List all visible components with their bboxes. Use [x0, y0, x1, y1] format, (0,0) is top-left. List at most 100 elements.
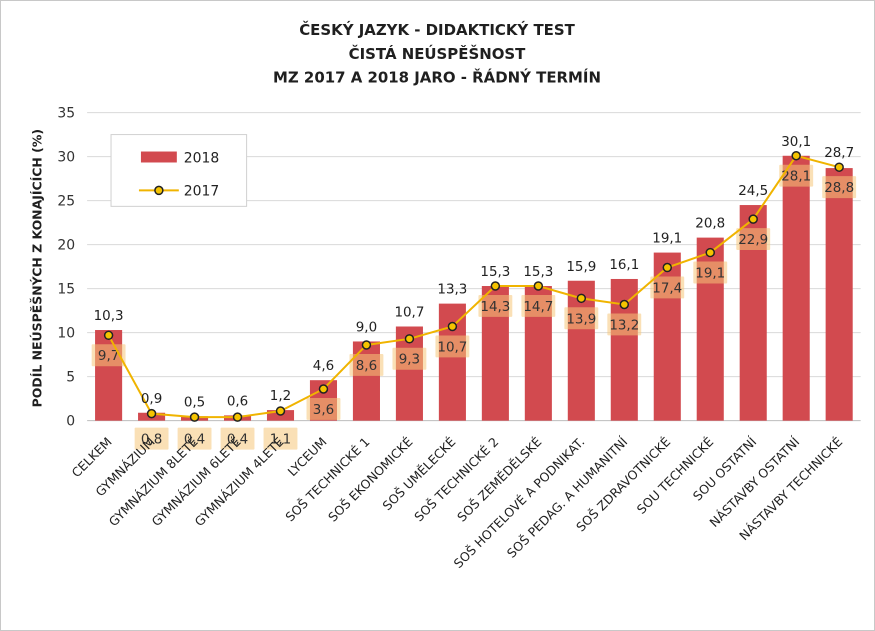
- label-2017: 3,6: [313, 403, 334, 418]
- y-tick-label: 30: [57, 150, 75, 166]
- label-2017: 28,1: [781, 170, 811, 185]
- legend-2018-label: 2018: [184, 150, 219, 166]
- marker-2017: [576, 293, 587, 304]
- label-2017: 13,9: [566, 312, 596, 327]
- label-2018: 10,7: [394, 306, 424, 321]
- marker-2017: [189, 412, 200, 422]
- label-2017: 9,7: [98, 349, 119, 364]
- marker-2017: [619, 299, 630, 310]
- label-2017-badge: [564, 307, 599, 330]
- marker-2017: [318, 384, 329, 394]
- marker-2017: [490, 281, 501, 291]
- label-2017-badge: [822, 176, 857, 199]
- y-tick-label: 0: [66, 414, 75, 430]
- legend-2017-marker: [154, 185, 164, 196]
- label-2018: 10,3: [94, 309, 124, 324]
- line-2017: [107, 154, 840, 419]
- label-2018: 15,3: [480, 265, 510, 280]
- marker-2017: [447, 321, 458, 332]
- label-2017-badge: [693, 261, 728, 284]
- y-axis-ticks: 0 5 10 15 20 25 30 35: [57, 106, 75, 430]
- bar-2018: [95, 330, 123, 421]
- label-2018: 4,6: [313, 359, 334, 374]
- label-2018: 28,7: [824, 146, 854, 161]
- y-tick-label: 20: [57, 238, 75, 254]
- marker-2017: [705, 247, 715, 258]
- label-2017-badge: [177, 427, 212, 450]
- label-2018: 15,3: [523, 265, 553, 280]
- marker-2017: [834, 162, 844, 172]
- label-2017-badge: [349, 353, 384, 376]
- bar-2018: [567, 280, 595, 421]
- label-2018: 1,2: [270, 389, 291, 404]
- legend-box: [110, 134, 248, 207]
- label-2018: 16,1: [609, 258, 639, 273]
- label-2017: 22,9: [738, 233, 768, 248]
- label-2017: 1,1: [270, 433, 291, 448]
- bar-2018: [438, 303, 466, 421]
- label-2017-badge: [650, 276, 685, 299]
- label-2017: 14,3: [480, 300, 510, 315]
- label-2017: 0,4: [184, 433, 205, 448]
- label-2018: 20,8: [695, 217, 725, 232]
- label-2017-badge: [736, 228, 771, 251]
- label-2017: 19,1: [695, 266, 725, 281]
- y-tick-label: 35: [57, 106, 75, 122]
- marker-2017: [232, 412, 243, 422]
- label-2017-badge: [521, 294, 556, 317]
- label-2018: 15,9: [566, 260, 596, 275]
- x-category-label: SOŠ UMĚLECKÉ: [379, 434, 458, 513]
- label-2018: 9,0: [356, 320, 377, 335]
- bar-2018: [782, 155, 810, 421]
- label-2018: 30,1: [781, 135, 811, 150]
- marker-2017: [361, 340, 372, 350]
- label-2017: 17,4: [652, 281, 682, 296]
- label-2017-badge: [392, 347, 427, 370]
- label-2017-badge: [263, 427, 298, 450]
- labels-2018: 10,3 0,9 0,5 0,6 1,2 4,6 9,0 10,7 13,3 15,3 15,3 15…: [94, 135, 854, 410]
- label-2017: 10,7: [437, 340, 467, 355]
- markers-2017: [103, 151, 844, 422]
- label-2018: 0,6: [227, 394, 248, 409]
- label-2018: 19,1: [652, 232, 682, 247]
- label-2017-badge: [435, 335, 470, 358]
- y-tick-label: 10: [57, 326, 75, 342]
- marker-2017: [533, 281, 544, 291]
- marker-2017: [146, 408, 157, 419]
- legend: 2018 2017: [110, 134, 248, 207]
- legend-2017-label: 2017: [184, 183, 219, 199]
- label-2018: 0,5: [184, 395, 205, 410]
- y-tick-label: 25: [57, 194, 75, 210]
- label-2018: 13,3: [437, 283, 467, 298]
- y-axis-label: PODÍL NEÚSPĚŠNÝCH Z KONAJÍCÍCH (%): [29, 129, 44, 407]
- marker-2017: [103, 330, 114, 341]
- label-2018: 24,5: [738, 184, 768, 199]
- chart-title-line-2: ČISTÁ NEÚSPĚŠNOST: [349, 45, 527, 63]
- label-2018: 0,9: [141, 392, 162, 407]
- label-2017-badge: [134, 427, 169, 450]
- label-2017-badge: [478, 294, 513, 317]
- marker-2017: [662, 262, 673, 273]
- label-2017: 28,8: [824, 181, 854, 196]
- y-tick-label: 5: [66, 370, 75, 386]
- chart-title-line-3: MZ 2017 A 2018 JARO - ŘÁDNÝ TERMÍN: [273, 69, 601, 87]
- y-tick-label: 15: [57, 282, 75, 298]
- marker-2017: [748, 214, 758, 224]
- label-2017-badge: [306, 397, 341, 420]
- label-2017: 9,3: [399, 353, 420, 368]
- label-2017-badge: [607, 313, 642, 336]
- legend-2018-swatch: [140, 151, 177, 163]
- marker-2017: [404, 334, 415, 344]
- bar-2018: [825, 168, 853, 421]
- label-2017: 8,6: [356, 359, 377, 374]
- chart-title-line-1: ČESKÝ JAZYK - DIDAKTICKÝ TEST: [299, 21, 575, 39]
- marker-2017: [791, 151, 801, 161]
- label-2017: 0,8: [141, 433, 162, 448]
- label-2017-badge: [779, 164, 814, 187]
- label-2017-badge: [220, 427, 255, 450]
- x-category-label: SOU TECHNICKÉ: [634, 434, 717, 517]
- label-2017: 14,7: [523, 300, 553, 315]
- label-2017: 13,2: [609, 318, 639, 333]
